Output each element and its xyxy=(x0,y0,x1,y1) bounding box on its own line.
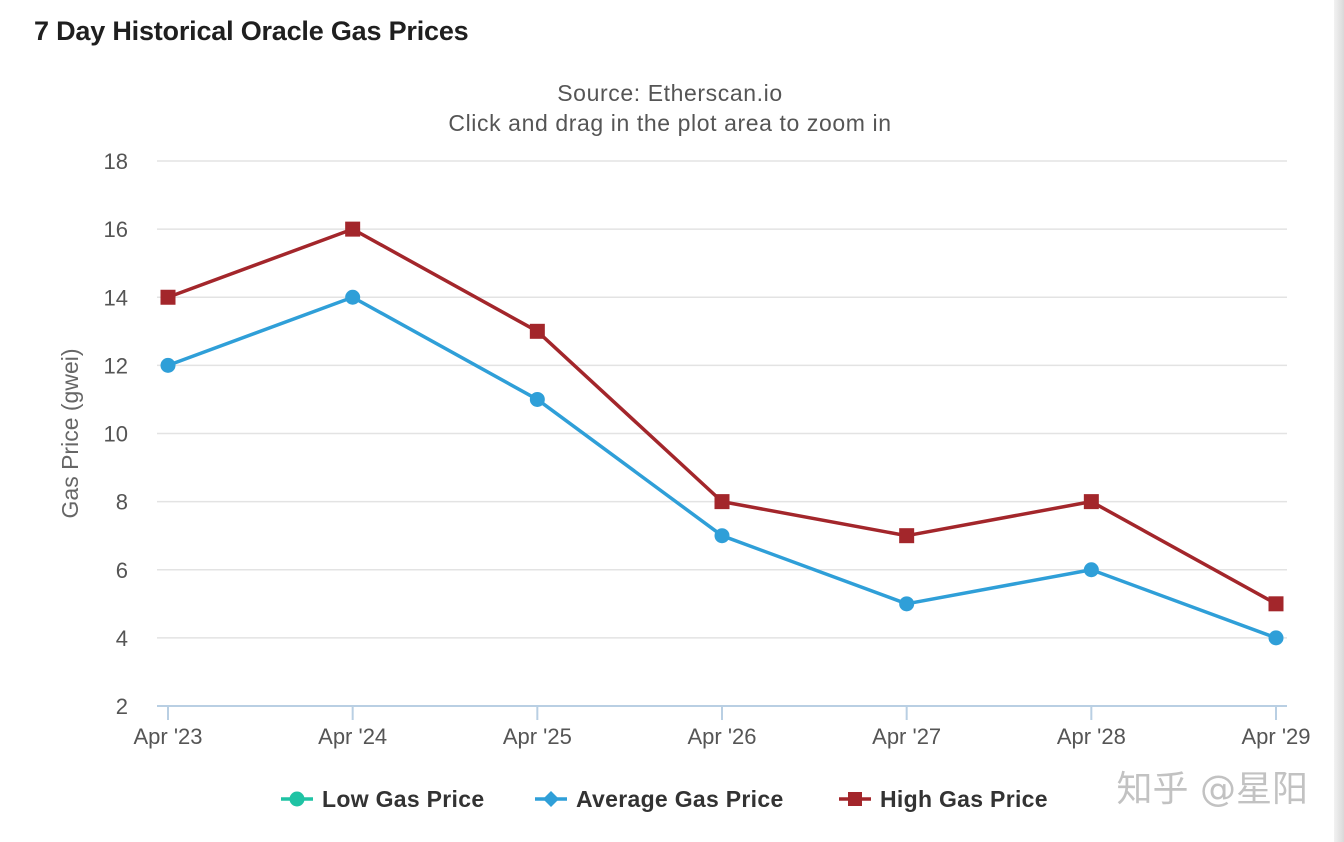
y-tick-label: 18 xyxy=(104,149,128,174)
data-point[interactable] xyxy=(714,494,730,510)
data-point[interactable] xyxy=(1083,494,1099,510)
y-tick-label: 4 xyxy=(116,626,128,651)
page-title: 7 Day Historical Oracle Gas Prices xyxy=(34,16,469,46)
data-point[interactable] xyxy=(1268,596,1284,612)
chart-legend[interactable]: Low Gas Price Average Gas Price High Gas P… xyxy=(281,786,1048,812)
x-tick-label: Apr '25 xyxy=(503,724,572,749)
y-tick-label: 10 xyxy=(104,422,128,447)
legend-label[interactable]: Low Gas Price xyxy=(322,786,484,812)
x-tick-label: Apr '29 xyxy=(1241,724,1310,749)
y-tick-label: 14 xyxy=(104,285,128,310)
x-tick-label: Apr '26 xyxy=(687,724,756,749)
data-point[interactable] xyxy=(160,357,176,373)
y-tick-label: 8 xyxy=(116,490,128,515)
subtitle-line: Source: Etherscan.io xyxy=(557,80,783,106)
data-point[interactable] xyxy=(345,289,361,305)
series-line[interactable] xyxy=(167,227,1277,606)
data-point[interactable] xyxy=(160,289,176,305)
data-point[interactable] xyxy=(345,221,361,237)
data-point[interactable] xyxy=(1083,562,1099,578)
data-point[interactable] xyxy=(899,596,915,612)
x-tick-label: Apr '28 xyxy=(1057,724,1126,749)
chart-series[interactable] xyxy=(160,221,1284,646)
y-axis: 2 4 6 8 10 12 14 16 18 Gas Price (gwei) xyxy=(57,149,128,719)
series-line[interactable] xyxy=(167,295,1277,640)
x-axis: Apr '23 Apr '24 Apr '25 Apr '26 Apr '27 Apr '… xyxy=(133,705,1311,749)
subtitle-line: Click and drag in the plot area to zoom … xyxy=(448,110,891,136)
x-tick-label: Apr '23 xyxy=(133,724,202,749)
legend-symbol[interactable] xyxy=(543,791,559,807)
chart-gridlines xyxy=(157,160,1287,639)
scroll-edge xyxy=(1334,0,1344,842)
data-point[interactable] xyxy=(529,323,545,339)
y-axis-title: Gas Price (gwei) xyxy=(57,349,83,519)
x-tick-label: Apr '24 xyxy=(318,724,387,749)
legend-symbol[interactable] xyxy=(289,791,305,807)
data-point[interactable] xyxy=(1268,630,1284,646)
y-tick-label: 6 xyxy=(116,558,128,583)
data-point[interactable] xyxy=(714,528,730,544)
watermark: 知乎 @星阳 xyxy=(1116,769,1308,810)
data-point[interactable] xyxy=(529,391,545,407)
chart-subtitle: Source: Etherscan.io Click and drag in th… xyxy=(448,80,891,136)
data-point[interactable] xyxy=(899,528,915,544)
y-tick-label: 12 xyxy=(104,353,128,378)
legend-label[interactable]: Average Gas Price xyxy=(576,786,784,812)
x-tick-label: Apr '27 xyxy=(872,724,941,749)
legend-symbol[interactable] xyxy=(848,792,862,806)
y-tick-label: 2 xyxy=(116,694,128,719)
legend-label[interactable]: High Gas Price xyxy=(880,786,1048,812)
y-tick-label: 16 xyxy=(104,217,128,242)
